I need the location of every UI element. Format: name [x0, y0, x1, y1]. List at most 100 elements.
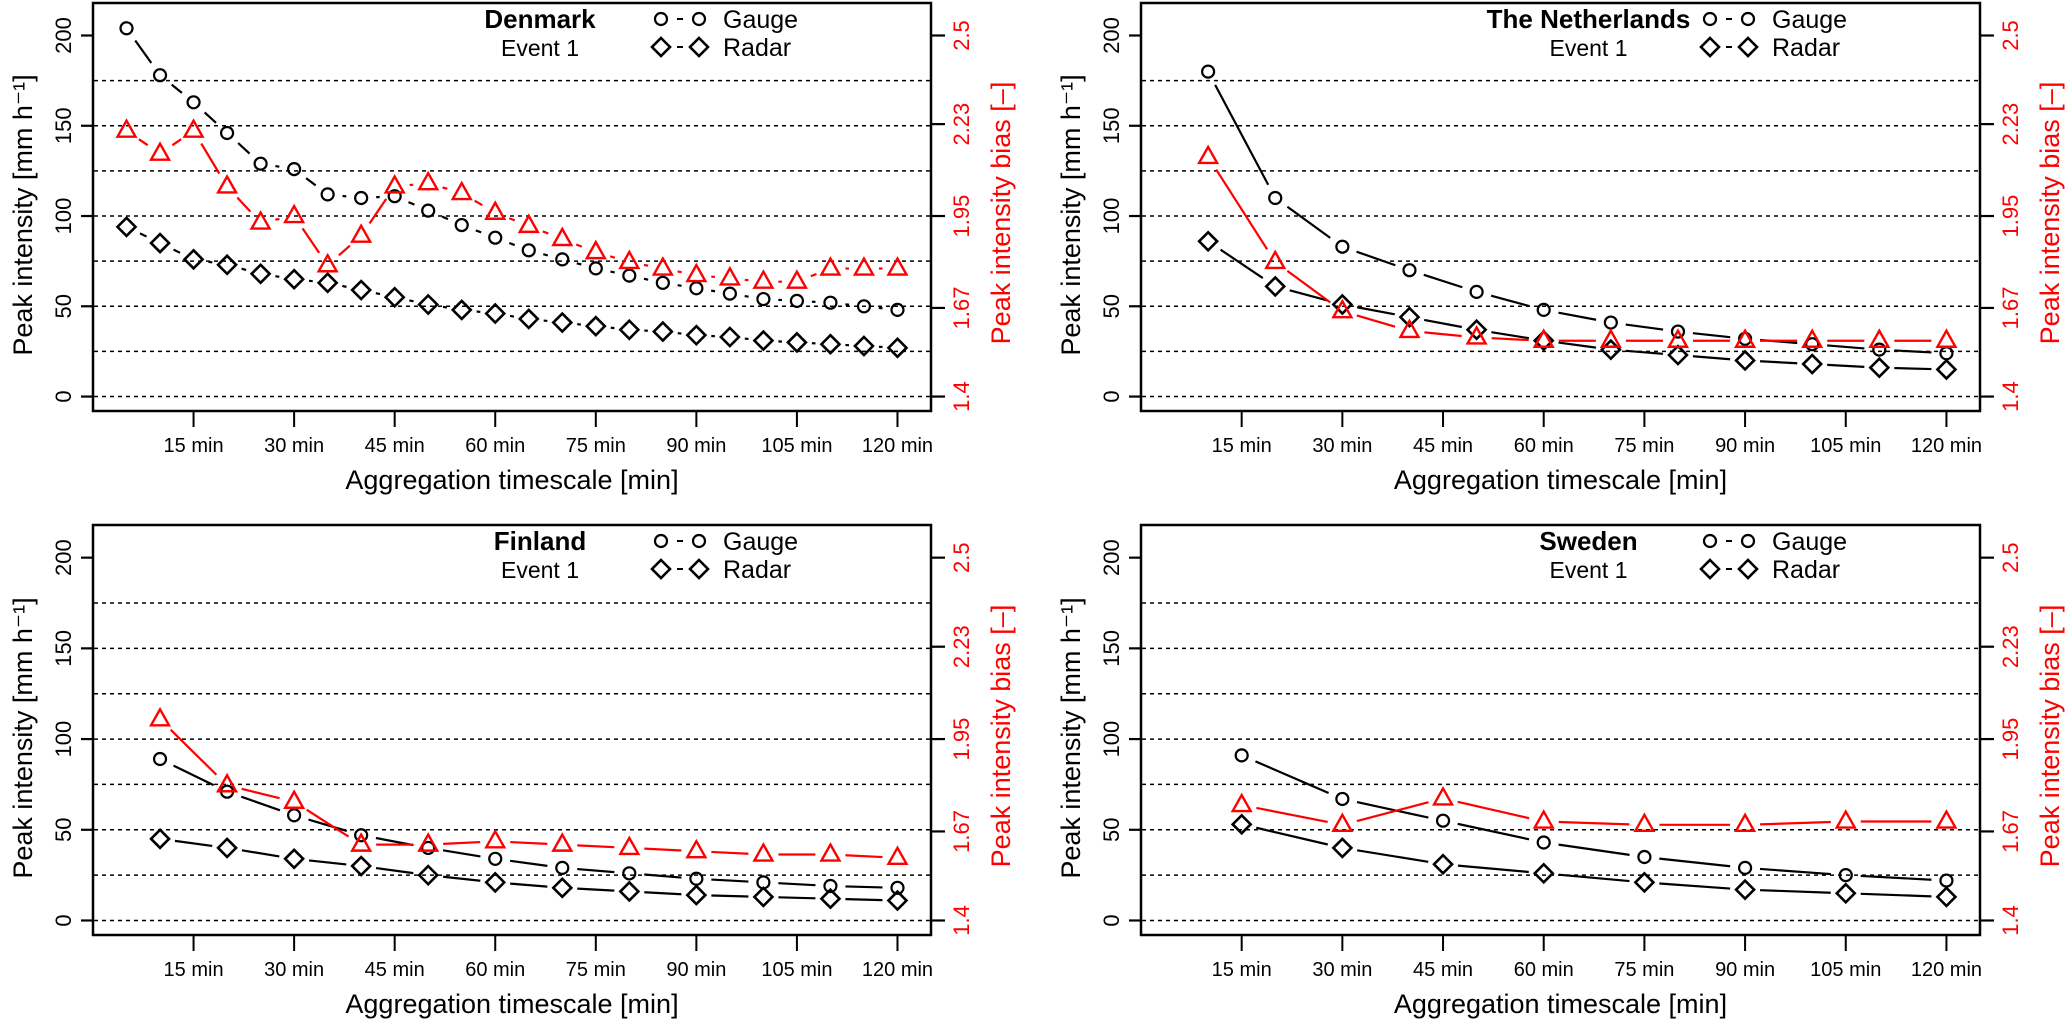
gauge-point [354, 828, 369, 843]
radar-point [149, 232, 171, 254]
bias-point [484, 828, 507, 849]
series-segment [643, 263, 649, 267]
bias-point [1230, 792, 1253, 813]
series-segment [575, 243, 583, 248]
gauge-point [1234, 748, 1249, 763]
x-tick-label: 45 min [1413, 959, 1473, 981]
series-segment [1625, 323, 1664, 331]
legend-gauge-label: Gauge [1772, 528, 1847, 556]
radar-point [650, 36, 672, 58]
series-segment [1759, 867, 1831, 876]
series-segment [1491, 337, 1529, 342]
radar-point [1699, 36, 1721, 58]
series-segment [171, 138, 182, 147]
bias-point [819, 256, 842, 276]
gauge-point [421, 840, 436, 856]
x-tick-label: 90 min [666, 435, 726, 457]
y2-tick-label: 1.67 [949, 810, 974, 853]
series-segment [1759, 360, 1798, 365]
y2-tick-label: 1.4 [949, 381, 974, 412]
bias-point [1398, 318, 1421, 339]
gauge-point [890, 302, 905, 318]
y2-tick-label: 2.23 [1998, 103, 2023, 146]
bias-point [1532, 328, 1555, 348]
y2-tick-label: 1.95 [949, 718, 974, 761]
y2-tick-label: 2.5 [949, 20, 974, 51]
series-segment [134, 39, 153, 64]
series-segment [240, 795, 281, 812]
series-segment [208, 260, 213, 264]
x-tick-label: 75 min [566, 435, 626, 457]
bias-point [1801, 328, 1824, 348]
series-segment [644, 891, 682, 896]
series-radar [1230, 813, 1958, 908]
series-segment [1558, 820, 1630, 826]
radar-point [350, 855, 372, 877]
series-segment [542, 230, 549, 235]
panel-sweden: 0 50 100 150 200 1.4 1.67 1.95 2.23 2.5 15 min 30 m… [1056, 523, 2065, 1019]
y2-tick-label: 1.4 [1998, 905, 2023, 936]
y-axis-title: Peak intensity [mm h⁻¹] [1056, 597, 1086, 878]
x-tick-label: 120 min [862, 435, 933, 457]
series-segment [1490, 294, 1530, 308]
y-axis-title: Peak intensity [mm h⁻¹] [8, 597, 38, 878]
panel-finland: 0 50 100 150 200 1.4 1.67 1.95 2.23 2.5 15 min 30 m… [8, 523, 1016, 1019]
radar-point [819, 887, 842, 910]
panel-subtitle: Event 1 [1550, 35, 1628, 61]
series-bias [1197, 144, 1958, 348]
series-segment [845, 885, 883, 889]
series-segment [510, 882, 548, 888]
y-axis-title: Peak intensity [mm h⁻¹] [8, 74, 38, 355]
series-segment [241, 787, 280, 800]
series-segment [778, 896, 816, 900]
series-segment [509, 314, 515, 318]
x-tick-label: 60 min [1514, 959, 1574, 981]
radar-point [216, 837, 238, 859]
bias-point [1331, 812, 1354, 833]
gauge-point [1740, 533, 1756, 549]
y-tick-label: 150 [51, 107, 76, 144]
y-tick-label: 100 [51, 198, 76, 235]
radar-point [383, 286, 406, 309]
bias-point [886, 256, 909, 276]
series-segment [744, 294, 749, 298]
radar-point [1699, 558, 1721, 580]
legend-gauge-label: Gauge [723, 528, 798, 556]
x-axis-title: Aggregation timescale [min] [1394, 989, 1727, 1019]
series-segment [1255, 760, 1330, 794]
gauge-point [1435, 813, 1451, 828]
bias-point [148, 141, 172, 161]
bias-point [1666, 328, 1690, 348]
bias-point [1868, 328, 1891, 348]
y2-tick-label: 2.23 [1998, 625, 2023, 668]
panel-title: Sweden [1539, 526, 1637, 556]
radar-point [584, 315, 607, 337]
series-segment [342, 284, 347, 288]
series-segment [139, 232, 148, 238]
radar-point [719, 326, 741, 348]
y2-tick-label: 1.67 [1998, 287, 2023, 330]
gauge-point [387, 189, 402, 204]
series-segment [474, 199, 483, 207]
legend-gauge-label: Gauge [723, 6, 798, 34]
gauge-point [1469, 284, 1484, 299]
x-tick-label: 90 min [666, 959, 726, 981]
y2-tick-label: 1.67 [1998, 810, 2023, 853]
gauge-point [152, 68, 168, 83]
gauge-point [1670, 324, 1686, 339]
gauge-point [488, 230, 503, 245]
y-tick-label: 200 [51, 539, 76, 576]
radar-point [1331, 837, 1354, 859]
gauge-point [186, 95, 201, 110]
radar-point [1532, 329, 1555, 352]
series-segment [375, 292, 381, 296]
radar-point [1935, 886, 1958, 908]
radar-point [819, 333, 842, 356]
series-segment [810, 272, 817, 278]
series-segment [609, 255, 616, 259]
series-segment [1558, 341, 1597, 349]
series-segment [711, 878, 749, 883]
series-radar [149, 828, 909, 912]
series-segment [241, 267, 247, 271]
radar-point [249, 262, 272, 285]
